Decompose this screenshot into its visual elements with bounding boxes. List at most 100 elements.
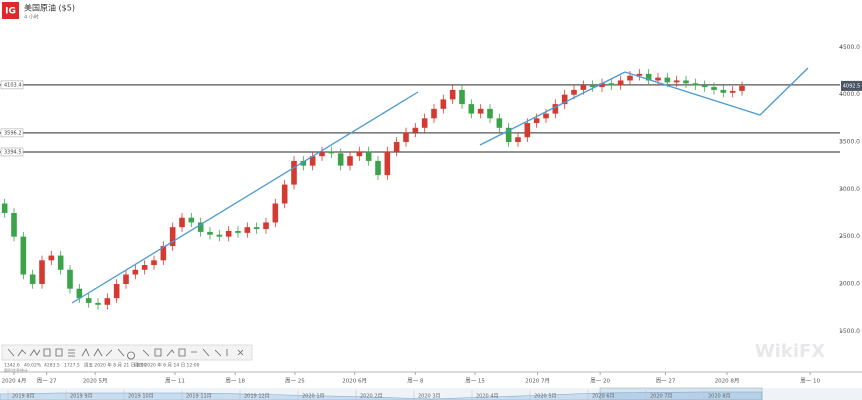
navigator-label: 2020 5月 [534,394,557,400]
candle-body [580,85,587,90]
candle-body [636,73,643,76]
candle-body [720,89,727,93]
candle-body [11,212,17,237]
candle-body [113,283,120,299]
navigator-label: 2019 8月 [12,394,35,400]
candle-body [599,83,605,88]
candle-body [328,151,335,154]
candle-body [673,80,680,83]
candle-body [645,73,652,81]
candle-body [76,288,83,299]
candle-body [384,151,391,176]
logo: IG [5,7,16,17]
candle-body [160,246,167,261]
candle-body [421,118,428,128]
candle-body [67,269,73,289]
navigator-label: 2020 6月 [592,394,615,400]
x-tick-label: 周一 25 [285,378,305,385]
navigator-label: 2020 7月 [650,394,673,400]
x-tick-label: 周一 15 [465,378,485,385]
info-item: 周五 2020 年 8 月 21 日 8:00 [84,362,147,369]
candle-body [589,85,596,88]
candle-body [188,217,195,223]
level-label-box [0,147,24,157]
trend-line [479,71,626,146]
candle-body [692,83,699,86]
navigator-label: 2019 12月 [244,394,270,400]
candle-body [207,231,213,235]
candle-body [664,77,671,83]
last-price-box [841,80,862,91]
candle-body [253,227,260,230]
candle-body [309,156,316,166]
info-caption: 图形信息统计 [4,367,28,373]
candle-body [216,234,223,237]
candle-body [571,89,577,95]
x-tick-label: 周一 27 [656,378,676,385]
candle-body [95,302,101,305]
candle-body [412,127,419,133]
candle-body [20,236,27,275]
candle-body [39,260,45,284]
candle-body [347,156,353,166]
info-item: 40.02% [24,363,42,369]
candle-body [515,137,521,142]
candle-body [1,203,8,213]
candle-body [627,75,633,81]
candle-body [477,108,484,114]
candle-body [655,77,661,81]
info-item: 1342.6 [4,363,20,369]
info-item: 1727.5 [64,363,80,369]
candle-body [225,230,232,237]
navigator-label: 2020 1月 [302,394,325,400]
navigator-window [599,387,763,400]
candle-body [281,184,288,204]
level-label-box [0,128,24,138]
candle-body [104,298,111,305]
candle-body [543,113,549,119]
toolbar-bg [1,344,253,361]
level-label-box [0,80,24,90]
candle-body [683,80,689,84]
toolbar[interactable] [1,344,253,361]
candle-body [487,108,493,119]
trend-line [624,67,809,116]
candle-body [533,118,540,124]
candle-body [729,90,736,93]
navigator-label: 2020 4月 [476,394,499,400]
x-tick-label: 2020 4月 [2,378,27,385]
candle-body [272,203,279,223]
y-tick-label: 4500.0 [839,44,860,51]
x-tick-label: 周一 27 [37,378,57,385]
y-tick-label: 2500.0 [839,233,860,240]
x-tick-label: 2020 6月 [342,378,367,385]
navigator-label: 2019 11月 [186,394,212,400]
level-label: 4103.4 [4,82,22,88]
candle-body [151,260,157,266]
candle-body [365,151,372,161]
candle-body [375,160,381,176]
candle-body [403,132,409,142]
y-tick-label: 3500.0 [839,138,860,145]
candle-body [393,141,400,152]
y-tick-label: 2000.0 [839,280,860,287]
candle-body [85,298,92,303]
candle-body [524,123,531,138]
logo-box [2,2,19,19]
candle-body [440,99,447,109]
candle-body [197,222,204,232]
candle-body [263,222,269,230]
candle-body [319,151,325,157]
navigator-label: 2019 10月 [128,394,154,400]
candle-body [496,118,503,128]
navigator-label: 2020 2月 [360,394,383,400]
y-tick-label: 3000.0 [839,186,860,193]
info-item: 4283.5 [44,363,60,369]
candle-body [141,265,148,270]
navigator-label: 2020 3月 [418,394,441,400]
candle-body [711,87,717,90]
navigator-label: 2020 8月 [708,394,731,400]
